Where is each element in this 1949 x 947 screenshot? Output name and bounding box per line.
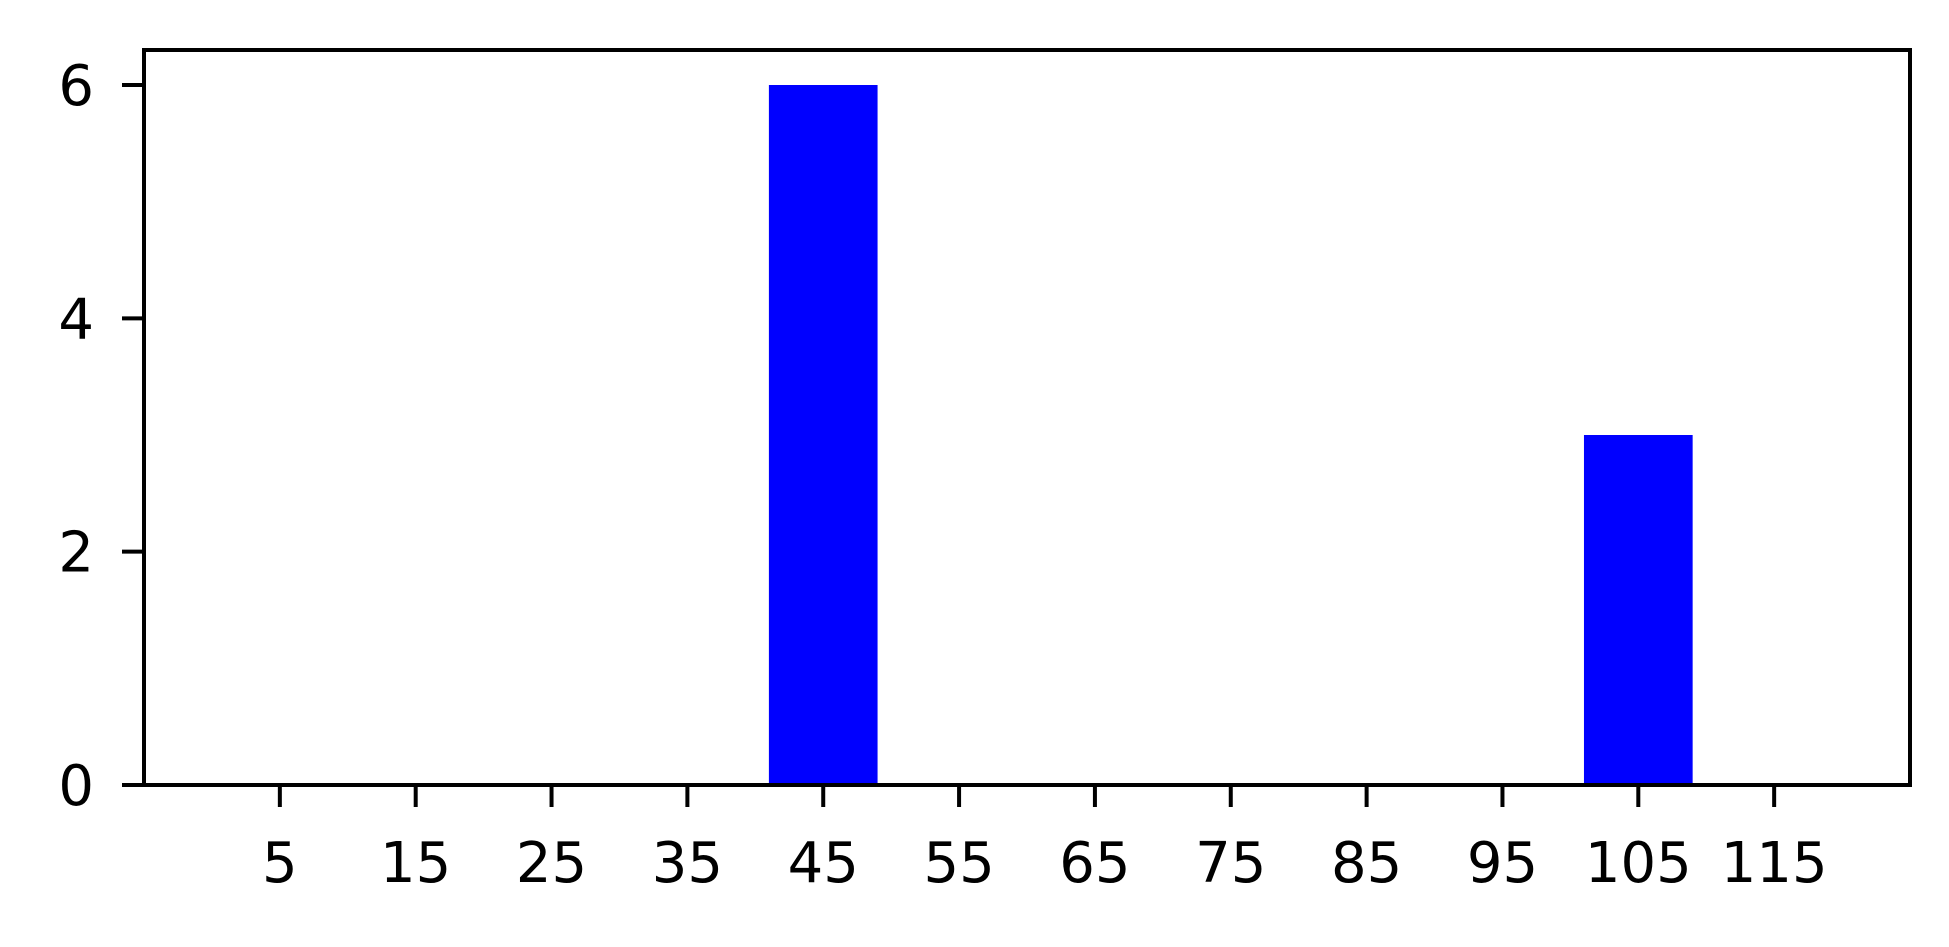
y-tick-label: 2 [58,521,94,586]
y-tick-label: 4 [58,287,94,352]
x-tick-label: 105 [1585,831,1692,896]
x-tick-label: 45 [788,831,859,896]
bar-105 [1583,435,1693,785]
y-tick-label: 6 [58,54,94,119]
bars-group [768,85,1693,785]
x-tick-label: 85 [1331,831,1402,896]
x-tick-label: 35 [652,831,723,896]
x-tick-label: 65 [1059,831,1130,896]
bar-45 [768,85,878,785]
y-tick-label: 0 [58,754,94,819]
x-tick-label: 55 [923,831,994,896]
x-tick-label: 95 [1467,831,1538,896]
x-tick-label: 25 [516,831,587,896]
x-axis-ticks: 5 15 25 35 45 55 65 75 85 95 105 115 [262,785,1828,896]
x-tick-label: 15 [380,831,451,896]
y-axis-ticks: 0 2 4 6 [58,54,144,819]
x-tick-label: 115 [1721,831,1828,896]
plot-frame [142,48,1912,787]
x-tick-label: 75 [1195,831,1266,896]
x-tick-label: 5 [262,831,298,896]
